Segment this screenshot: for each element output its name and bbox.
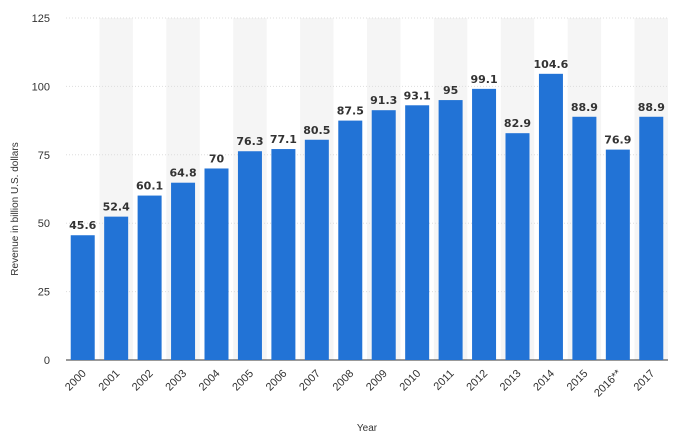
data-label: 70 — [209, 152, 225, 165]
data-label: 52.4 — [103, 201, 130, 214]
data-label: 76.3 — [236, 135, 263, 148]
bar — [271, 149, 296, 360]
data-label: 88.9 — [638, 101, 665, 114]
x-tick-label: 2000 — [63, 368, 89, 394]
bar — [371, 110, 396, 360]
y-axis-ticks: 0 25 50 75 100 125 — [32, 13, 50, 367]
x-tick-label: 2017 — [632, 368, 658, 394]
data-label: 80.5 — [303, 124, 330, 137]
bar — [171, 182, 196, 360]
gridlines — [66, 17, 668, 361]
bar — [70, 235, 95, 360]
x-tick-label: 2013 — [498, 368, 524, 394]
bar — [505, 133, 530, 360]
bar — [137, 195, 162, 360]
data-label: 99.1 — [470, 73, 497, 86]
data-label: 93.1 — [404, 89, 431, 102]
y-tick-label: 125 — [32, 13, 50, 25]
bar — [572, 116, 597, 361]
x-tick-label: 2003 — [163, 368, 189, 394]
data-labels: 45.6 52.4 60.1 64.8 70 76.3 77.1 80.5 87.5 91.3 93… — [69, 58, 665, 232]
x-tick-label: 2016** — [592, 367, 624, 399]
y-tick-label: 100 — [32, 81, 50, 93]
bar — [472, 88, 497, 360]
bars — [70, 73, 664, 361]
data-label: 45.6 — [69, 219, 96, 232]
data-label: 104.6 — [534, 58, 569, 71]
data-label: 60.1 — [136, 180, 163, 193]
bar — [605, 149, 630, 360]
bar — [538, 73, 563, 361]
data-label: 64.8 — [169, 167, 196, 180]
x-tick-label: 2002 — [130, 368, 156, 394]
x-axis-title: Year — [357, 423, 378, 434]
x-tick-label: 2014 — [531, 368, 557, 394]
bar — [104, 216, 129, 360]
data-label: 76.9 — [604, 134, 631, 147]
x-tick-label: 2010 — [397, 368, 423, 394]
x-tick-label: 2011 — [432, 368, 457, 393]
x-tick-label: 2009 — [364, 368, 390, 394]
x-tick-label: 2008 — [331, 368, 357, 394]
x-tick-label: 2004 — [197, 368, 223, 394]
x-tick-label: 2001 — [96, 368, 122, 394]
data-label: 91.3 — [370, 94, 397, 107]
x-axis-ticks: 2000 2001 2002 2003 2004 2005 2006 2007 2008 2009… — [63, 367, 657, 399]
x-tick-label: 2015 — [565, 368, 591, 394]
x-tick-label: 2007 — [297, 368, 323, 394]
bar — [438, 100, 463, 360]
bar — [405, 105, 430, 360]
data-label: 95 — [443, 84, 458, 97]
x-tick-label: 2006 — [264, 368, 290, 394]
data-label: 77.1 — [270, 133, 297, 146]
bar — [237, 151, 262, 360]
x-tick-label: 2012 — [464, 368, 490, 394]
bar — [204, 168, 229, 360]
y-tick-label: 25 — [38, 287, 50, 299]
data-label: 88.9 — [571, 101, 598, 114]
bar — [304, 139, 329, 360]
data-label: 82.9 — [504, 117, 531, 130]
y-tick-label: 75 — [38, 150, 50, 162]
y-axis-title: Revenue in billion U.S. dollars — [10, 142, 21, 275]
data-label: 87.5 — [337, 105, 364, 118]
bar — [338, 120, 363, 360]
bar — [639, 116, 664, 361]
y-tick-label: 0 — [44, 355, 50, 367]
y-tick-label: 50 — [38, 218, 50, 230]
x-tick-label: 2005 — [230, 368, 256, 394]
